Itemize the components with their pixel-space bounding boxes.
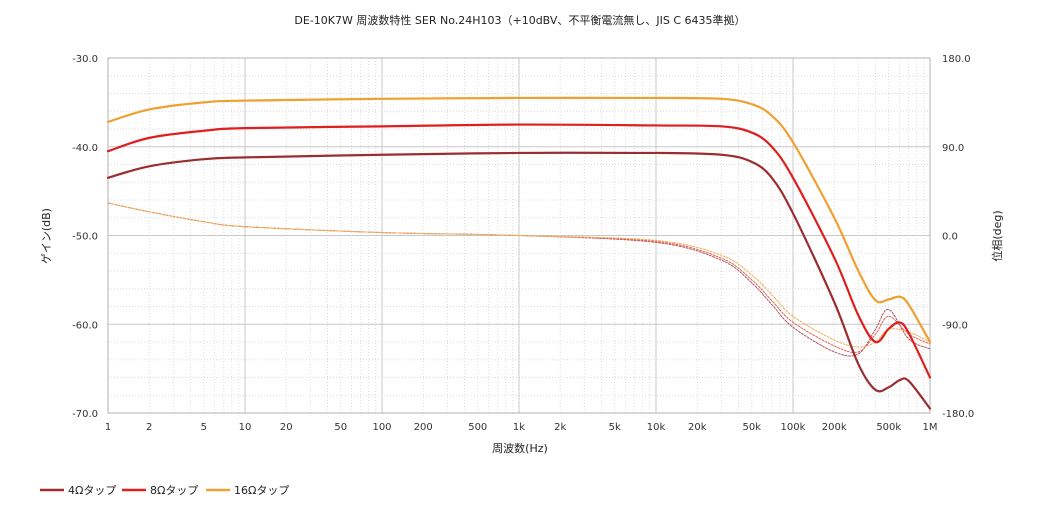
y2-tick-label: 90.0 <box>942 143 964 154</box>
x-tick-label: 5 <box>201 422 207 433</box>
y2-tick-label: 0.0 <box>942 232 958 243</box>
y2-axis-title: 位相(deg) <box>990 210 1004 261</box>
legend-label-4ohm: 4Ωタップ <box>68 484 116 497</box>
x-tick-label: 100k <box>781 422 806 433</box>
grid <box>107 57 931 414</box>
y-tick-label: -30.0 <box>72 54 98 65</box>
x-tick-label: 10k <box>647 422 666 433</box>
x-tick-label: 1M <box>923 422 938 433</box>
x-tick-label: 500 <box>468 422 487 433</box>
x-tick-label: 20k <box>688 422 707 433</box>
y-tick-label: -40.0 <box>72 143 98 154</box>
y2-tick-label: 180.0 <box>942 54 971 65</box>
x-tick-label: 200 <box>414 422 433 433</box>
legend-label-16ohm: 16Ωタップ <box>234 484 289 497</box>
ticks: 1 2 5 10 20 50 100 200 500 1k 2k 5k 10k 20k 50k 100k 200… <box>72 54 974 433</box>
chart-title: DE-10K7W 周波数特性 SER No.24H103（+10dBV、不平衡電… <box>294 13 745 27</box>
y-tick-label: -70.0 <box>72 409 98 420</box>
series <box>106 96 932 410</box>
plot-area <box>107 57 931 414</box>
legend-item-4ohm: 4Ωタップ <box>40 484 116 497</box>
y2-tick-label: -180.0 <box>942 409 974 420</box>
gain-line-1 <box>106 123 932 379</box>
y-tick-label: -60.0 <box>72 320 98 331</box>
x-tick-label: 50k <box>743 422 762 433</box>
x-tick-label: 20 <box>280 422 293 433</box>
x-axis-title: 周波数(Hz) <box>492 442 548 455</box>
legend-item-16ohm: 16Ωタップ <box>206 484 289 497</box>
legend: 4Ωタップ 8Ωタップ 16Ωタップ <box>40 484 289 497</box>
gain-line-0 <box>106 151 932 410</box>
y-axis-title: ゲイン(dB) <box>40 208 53 264</box>
x-tick-label: 2k <box>554 422 566 433</box>
y-tick-label: -50.0 <box>72 232 98 243</box>
y2-tick-label: -90.0 <box>942 320 968 331</box>
x-tick-label: 500k <box>876 422 901 433</box>
legend-item-8ohm: 8Ωタップ <box>122 484 198 497</box>
x-tick-label: 100 <box>372 422 391 433</box>
x-tick-label: 2 <box>146 422 152 433</box>
x-tick-label: 1k <box>513 422 525 433</box>
x-tick-label: 1 <box>105 422 111 433</box>
x-tick-label: 50 <box>334 422 347 433</box>
x-tick-label: 200k <box>822 422 847 433</box>
legend-label-8ohm: 8Ωタップ <box>150 484 198 497</box>
x-tick-label: 5k <box>609 422 621 433</box>
x-tick-label: 10 <box>239 422 252 433</box>
gain-line-2 <box>106 96 932 344</box>
